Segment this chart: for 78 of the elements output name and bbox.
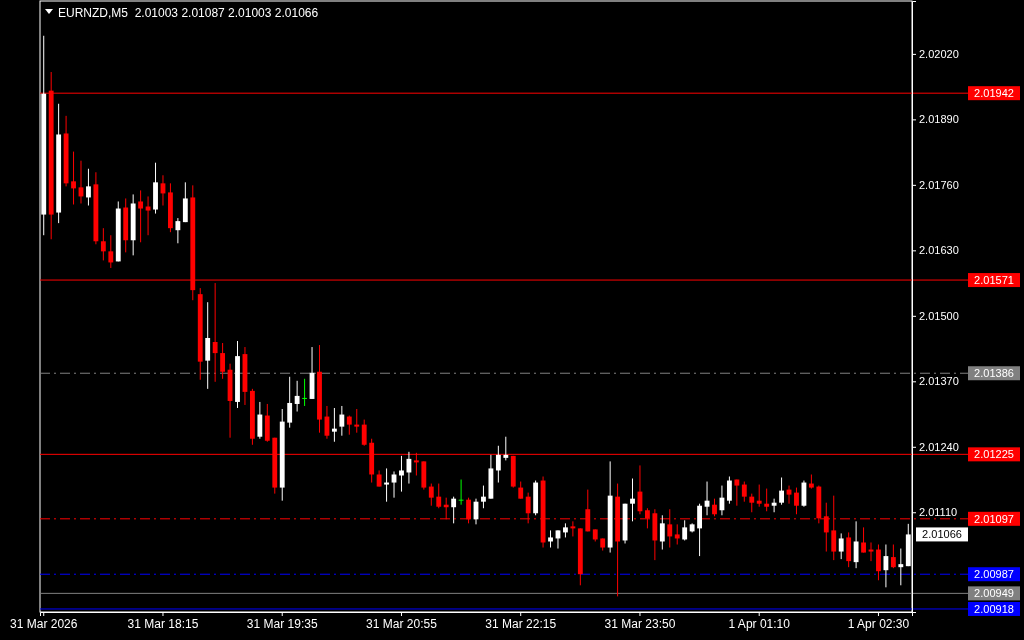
candlestick xyxy=(495,445,501,484)
candlestick xyxy=(331,407,337,443)
y-tick-label: 2.01240 xyxy=(919,440,959,453)
candlestick xyxy=(838,532,844,560)
candlestick xyxy=(287,376,293,429)
candlestick xyxy=(100,227,106,261)
candlestick xyxy=(630,478,635,522)
candlestick xyxy=(481,485,486,509)
candlestick xyxy=(853,520,859,569)
candlestick xyxy=(294,380,300,413)
candlestick xyxy=(794,487,799,515)
y-tick-label: 2.01760 xyxy=(919,178,959,191)
candlestick xyxy=(71,151,76,205)
candlestick xyxy=(354,408,360,434)
candlestick xyxy=(779,477,784,506)
x-tick-label: 31 Mar 19:35 xyxy=(246,616,318,631)
candlestick xyxy=(764,488,770,512)
candlestick xyxy=(682,519,688,541)
candlestick xyxy=(846,531,852,568)
candlestick xyxy=(391,470,397,499)
y-tick-label: 2.01500 xyxy=(919,309,959,322)
ref-line-label: 2.00987 xyxy=(974,568,1014,581)
candlestick xyxy=(861,526,866,554)
candlestick xyxy=(756,484,762,508)
text: 2.01066 xyxy=(922,528,962,541)
x-tick-label: 1 Apr 01:10 xyxy=(728,616,791,631)
x-tick-label: 31 Mar 23:50 xyxy=(604,616,676,631)
candlestick xyxy=(674,523,680,545)
x-tick-label: 1 Apr 02:30 xyxy=(847,616,910,631)
candlestick xyxy=(138,189,144,243)
candlestick xyxy=(399,455,404,493)
ref-line-label: 2.01097 xyxy=(974,512,1014,525)
candlestick xyxy=(182,181,188,223)
candlestick xyxy=(458,479,464,506)
ref-line-label: 2.00949 xyxy=(974,587,1014,600)
ref-line-label: 2.01386 xyxy=(974,367,1014,380)
candlestick xyxy=(451,496,457,524)
candlestick xyxy=(749,493,755,513)
candlestick xyxy=(876,544,881,581)
candlestick xyxy=(220,342,226,380)
candlestick xyxy=(436,483,442,509)
candlestick xyxy=(361,419,367,447)
chart-title: EURNZD,M5 2.01003 2.01087 2.01003 2.01066 xyxy=(58,6,319,20)
candlestick xyxy=(771,498,777,513)
candlestick xyxy=(898,548,904,586)
candlestick xyxy=(741,481,747,503)
x-tick-label: 31 Mar 22:15 xyxy=(485,616,557,631)
candlestick xyxy=(257,401,263,440)
x-tick-label: 31 Mar 2026 xyxy=(10,616,78,631)
candlestick xyxy=(890,544,896,569)
candlestick xyxy=(697,503,703,557)
ref-line-label: 2.01225 xyxy=(974,448,1014,461)
candlestick xyxy=(175,217,181,244)
candlestick xyxy=(570,520,576,537)
ref-line-label: 2.01942 xyxy=(974,87,1014,100)
candlestick xyxy=(302,378,307,407)
candlestick xyxy=(346,415,352,436)
candlestick xyxy=(205,301,211,390)
candlestick xyxy=(339,405,345,437)
y-tick-label: 2.01630 xyxy=(919,244,959,257)
candlestick xyxy=(503,436,509,461)
candlestick xyxy=(212,282,218,383)
candlestick xyxy=(86,168,91,207)
candlestick xyxy=(384,467,389,503)
y-tick-label: 2.02020 xyxy=(919,47,959,60)
y-tick-label: 2.01890 xyxy=(919,113,959,126)
candlestick xyxy=(734,479,740,507)
ref-line-label: 2.01571 xyxy=(974,274,1014,287)
candlestick xyxy=(883,544,889,588)
candlestick xyxy=(726,476,732,505)
candlestick xyxy=(428,483,434,507)
x-tick-label: 31 Mar 18:15 xyxy=(127,616,199,631)
candlestick xyxy=(108,234,114,269)
x-tick-label: 31 Mar 20:55 xyxy=(366,616,438,631)
ref-line-label: 2.00918 xyxy=(974,602,1014,615)
y-tick-label: 2.01110 xyxy=(919,506,958,519)
candlestick xyxy=(659,514,665,551)
y-tick-label: 2.01370 xyxy=(919,375,959,388)
